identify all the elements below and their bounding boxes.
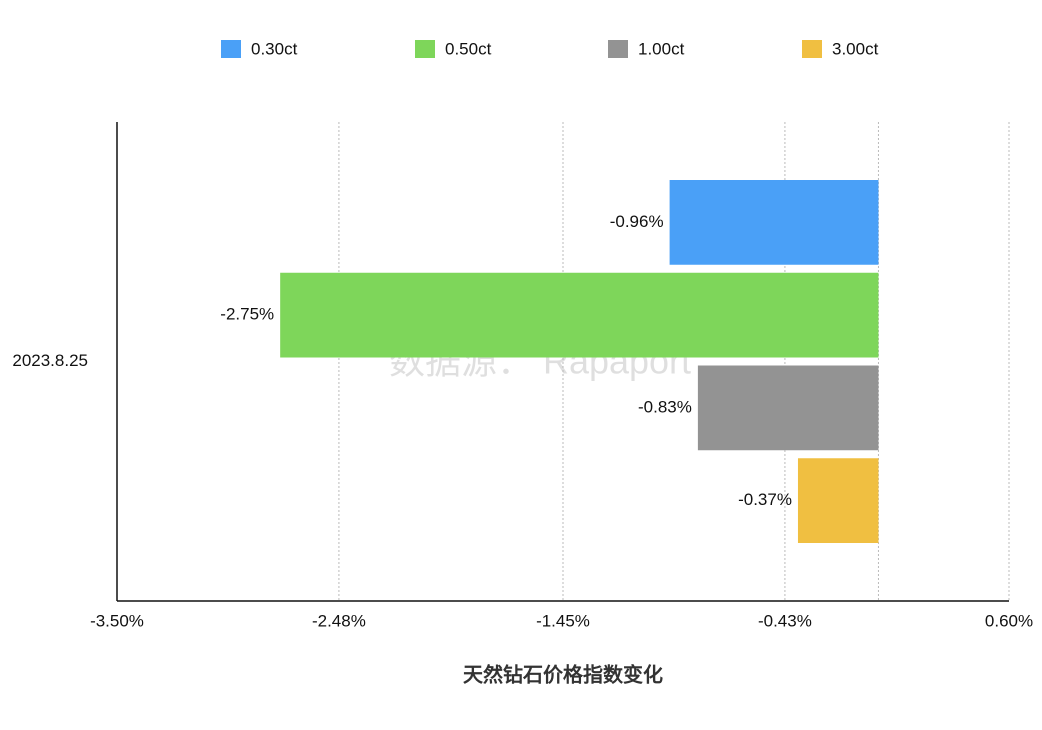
bar — [669, 180, 879, 265]
legend-swatch — [415, 40, 435, 58]
x-tick-label: -1.45% — [536, 611, 590, 630]
value-label: -2.75% — [220, 305, 274, 324]
value-label: -0.37% — [738, 490, 792, 509]
legend-label: 1.00ct — [638, 39, 685, 58]
x-axis-title: 天然钻石价格指数变化 — [463, 662, 663, 686]
x-tick-label: -2.48% — [312, 611, 366, 630]
legend-swatch — [608, 40, 628, 58]
value-label: -0.83% — [638, 397, 692, 416]
legend-label: 0.30ct — [251, 39, 298, 58]
y-tick-label: 2023.8.25 — [12, 351, 88, 370]
bar — [797, 458, 879, 543]
x-tick-label: -0.43% — [758, 611, 812, 630]
legend-swatch — [802, 40, 822, 58]
value-label: -0.96% — [610, 212, 664, 231]
x-tick-label: -3.50% — [90, 611, 144, 630]
bar — [280, 272, 879, 358]
legend-swatch — [221, 40, 241, 58]
bar — [697, 365, 879, 451]
x-tick-label: 0.60% — [985, 611, 1033, 630]
legend-label: 3.00ct — [832, 39, 879, 58]
legend-label: 0.50ct — [445, 39, 492, 58]
